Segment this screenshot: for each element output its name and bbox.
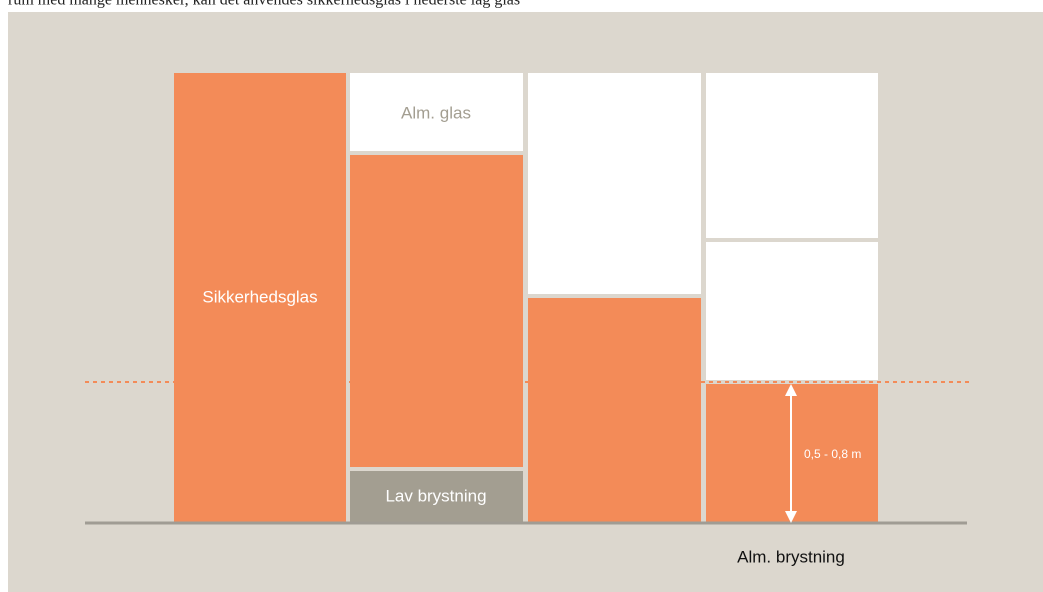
column-2-safety <box>350 155 523 467</box>
panel <box>8 12 1043 592</box>
column-4-glass-middle <box>706 242 878 380</box>
column-1-safety <box>174 73 346 522</box>
ordinary-parapet-label: Alm. brystning <box>737 547 845 566</box>
low-parapet-label: Lav brystning <box>385 486 486 505</box>
height-range-label: 0,5 - 0,8 m <box>804 447 861 461</box>
column-4-glass-top <box>706 73 878 238</box>
column-3-glass <box>528 73 701 294</box>
ordinary-glass-label: Alm. glas <box>401 103 471 122</box>
column-3-safety <box>528 298 701 522</box>
safety-glass-label: Sikkerhedsglas <box>202 287 317 306</box>
column-2-parapet <box>350 471 523 522</box>
intro-text: rum med mange mennesker, kan det anvende… <box>8 0 520 9</box>
column-2-glass <box>350 73 523 151</box>
